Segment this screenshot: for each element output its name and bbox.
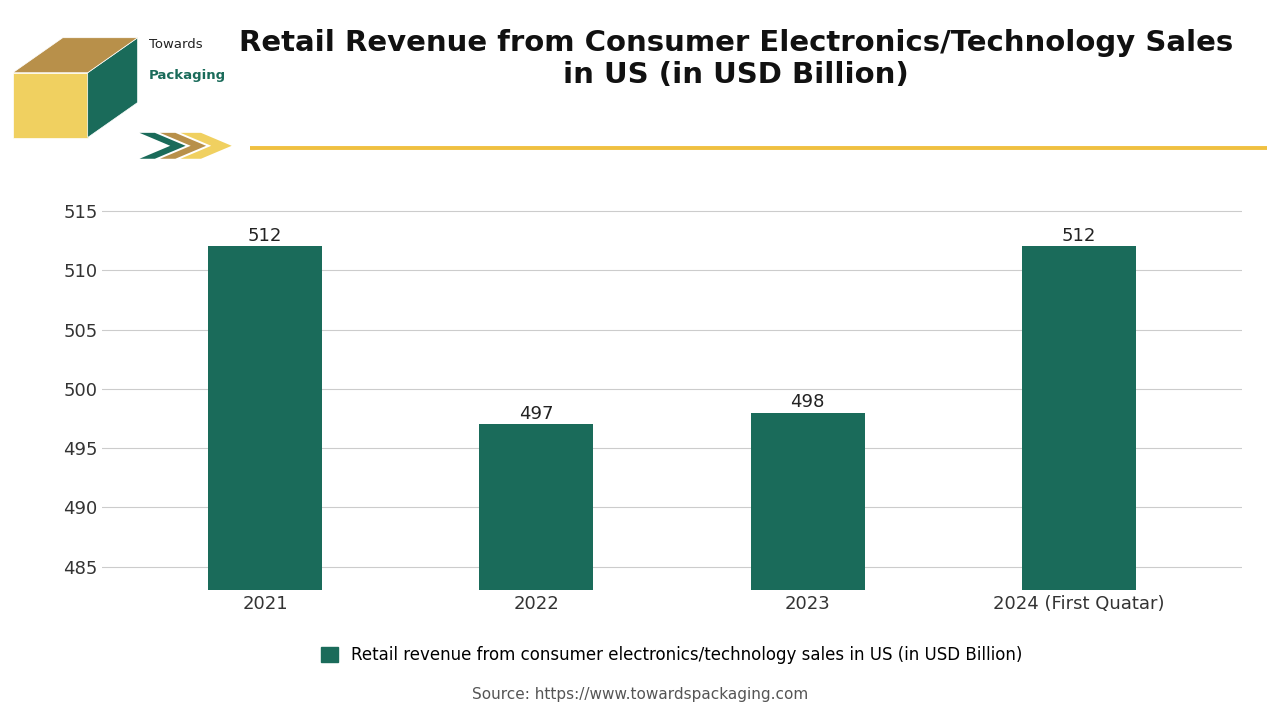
Legend: Retail revenue from consumer electronics/technology sales in US (in USD Billion): Retail revenue from consumer electronics… <box>315 639 1029 671</box>
Polygon shape <box>13 37 138 73</box>
Text: Retail Revenue from Consumer Electronics/Technology Sales
in US (in USD Billion): Retail Revenue from Consumer Electronics… <box>239 29 1233 89</box>
Bar <box>750 413 864 720</box>
Text: 512: 512 <box>248 227 283 245</box>
Text: Towards: Towards <box>150 37 202 50</box>
Polygon shape <box>140 132 186 158</box>
Text: 497: 497 <box>520 405 554 423</box>
Text: 512: 512 <box>1061 227 1096 245</box>
Polygon shape <box>160 132 206 158</box>
Text: 498: 498 <box>791 393 824 411</box>
Polygon shape <box>180 132 232 158</box>
Polygon shape <box>13 73 87 138</box>
Bar <box>480 424 594 720</box>
Text: Source: https://www.towardspackaging.com: Source: https://www.towardspackaging.com <box>472 687 808 702</box>
Bar <box>1021 246 1135 720</box>
Bar <box>209 246 323 720</box>
Text: Packaging: Packaging <box>150 69 227 82</box>
Polygon shape <box>87 37 138 138</box>
